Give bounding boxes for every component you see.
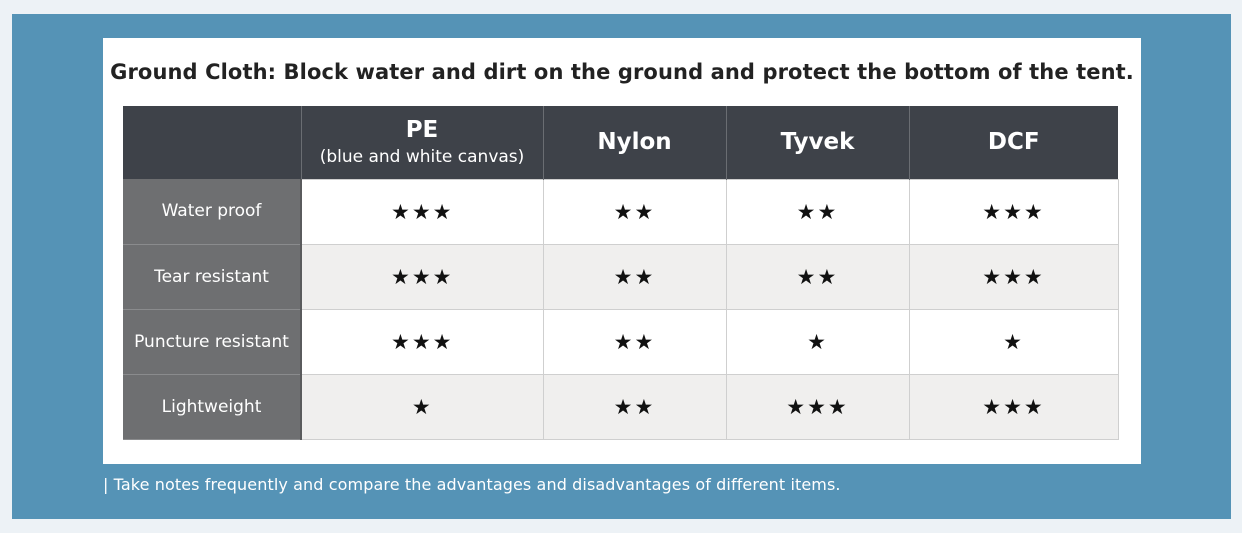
column-header-name: PE	[406, 117, 439, 143]
column-header-name: Nylon	[597, 129, 671, 155]
table-row: Water proof ★★★ ★★ ★★ ★★★	[123, 179, 1118, 244]
rating-cell: ★★★	[301, 309, 543, 374]
rating-cell: ★	[301, 374, 543, 439]
rating-cell: ★★	[543, 374, 726, 439]
table-row: Tear resistant ★★★ ★★ ★★ ★★★	[123, 244, 1118, 309]
rating-cell: ★★★	[301, 179, 543, 244]
row-label: Tear resistant	[123, 244, 301, 309]
rating-cell: ★★★	[909, 244, 1118, 309]
column-header-nylon: Nylon	[543, 106, 726, 179]
content-card: Ground Cloth: Block water and dirt on th…	[103, 38, 1141, 464]
rating-cell: ★★	[543, 309, 726, 374]
page-title: Ground Cloth: Block water and dirt on th…	[103, 60, 1141, 84]
rating-cell: ★	[726, 309, 909, 374]
row-label: Lightweight	[123, 374, 301, 439]
header-row: PE (blue and white canvas) Nylon Tyvek D…	[123, 106, 1118, 179]
row-label: Puncture resistant	[123, 309, 301, 374]
rating-cell: ★★★	[726, 374, 909, 439]
row-label: Water proof	[123, 179, 301, 244]
rating-cell: ★★★	[301, 244, 543, 309]
column-header-name: DCF	[988, 129, 1040, 155]
column-header-name: Tyvek	[781, 129, 855, 155]
column-header-dcf: DCF	[909, 106, 1118, 179]
table-row: Lightweight ★ ★★ ★★★ ★★★	[123, 374, 1118, 439]
rating-cell: ★★★	[909, 179, 1118, 244]
comparison-table: PE (blue and white canvas) Nylon Tyvek D…	[123, 106, 1119, 440]
column-header-tyvek: Tyvek	[726, 106, 909, 179]
rating-cell: ★★★	[909, 374, 1118, 439]
table-row: Puncture resistant ★★★ ★★ ★ ★	[123, 309, 1118, 374]
rating-cell: ★	[909, 309, 1118, 374]
rating-cell: ★★	[543, 179, 726, 244]
rating-cell: ★★	[543, 244, 726, 309]
caption-note: | Take notes frequently and compare the …	[103, 475, 841, 494]
column-header-sub: (blue and white canvas)	[302, 148, 543, 167]
rating-cell: ★★	[726, 179, 909, 244]
rating-cell: ★★	[726, 244, 909, 309]
blue-frame: Ground Cloth: Block water and dirt on th…	[12, 14, 1231, 519]
column-header-pe: PE (blue and white canvas)	[301, 106, 543, 179]
header-corner	[123, 106, 301, 179]
